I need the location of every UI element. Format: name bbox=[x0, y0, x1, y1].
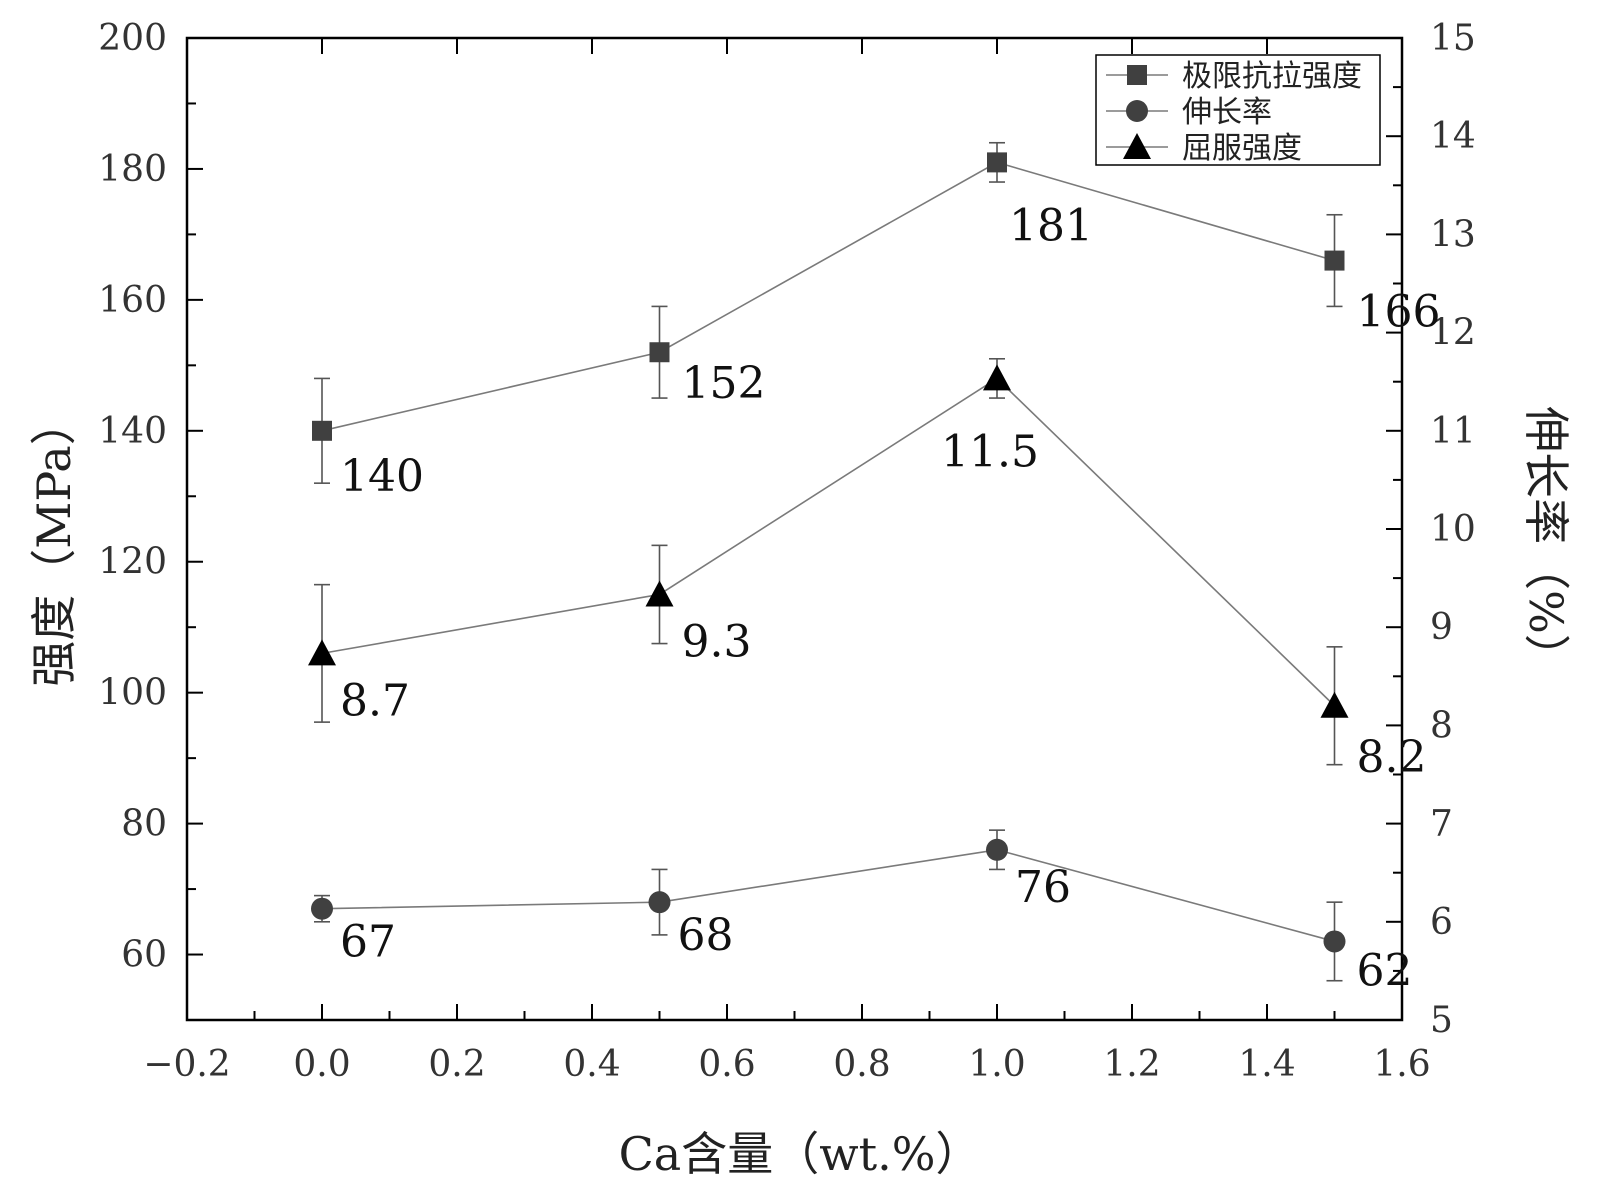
y2-tick-label: 8 bbox=[1430, 705, 1453, 746]
data-point bbox=[308, 639, 336, 666]
x-tick-label: 1.0 bbox=[968, 1044, 1025, 1085]
y2-tick-label: 9 bbox=[1430, 607, 1453, 648]
y2-tick-label: 15 bbox=[1430, 18, 1476, 59]
data-label: 166 bbox=[1357, 287, 1441, 338]
y-tick-label: 60 bbox=[121, 935, 167, 976]
y-tick-label: 120 bbox=[98, 542, 167, 583]
y-tick-label: 140 bbox=[98, 411, 167, 452]
x-axis-title: Ca含量（wt.%） bbox=[619, 1127, 982, 1181]
y-tick-label: 180 bbox=[98, 149, 167, 190]
y2-tick-label: 7 bbox=[1430, 804, 1453, 845]
series-line bbox=[321, 161, 1335, 432]
series bbox=[308, 141, 1349, 982]
data-point bbox=[1320, 691, 1349, 718]
y-tick-label: 100 bbox=[98, 673, 167, 714]
y-tick-label: 160 bbox=[98, 280, 167, 321]
data-point bbox=[649, 342, 670, 363]
data-point bbox=[312, 420, 332, 441]
data-point bbox=[1323, 930, 1346, 953]
y2-tick-label: 11 bbox=[1430, 411, 1476, 452]
ticks: −0.2 0.0 0.2 0.4 0.6 0.8 1.0 1.2 1.4 1.6 60 80 100 12… bbox=[98, 18, 1476, 1085]
data-point bbox=[986, 838, 1008, 861]
data-point bbox=[645, 580, 674, 607]
y2-tick-label: 6 bbox=[1430, 902, 1453, 943]
y-axis-title: 强度（MPa） bbox=[27, 399, 81, 686]
data-point bbox=[311, 897, 333, 920]
series-line bbox=[321, 377, 1336, 707]
y2-tick-label: 12 bbox=[1430, 313, 1476, 354]
data-point bbox=[648, 891, 671, 914]
data-label: 8.7 bbox=[340, 675, 410, 726]
x-tick-label: 1.6 bbox=[1373, 1044, 1430, 1085]
data-point bbox=[983, 364, 1011, 391]
data-point bbox=[1324, 250, 1345, 271]
y2-axis-title: 伸长率（%） bbox=[1519, 406, 1573, 680]
legend-marker bbox=[1123, 133, 1151, 159]
legend-label: 伸长率 bbox=[1182, 95, 1272, 130]
legend-label: 极限抗拉强度 bbox=[1182, 59, 1362, 94]
data-label: 152 bbox=[682, 358, 766, 409]
data-label: 11.5 bbox=[941, 426, 1039, 477]
data-label: 68 bbox=[678, 910, 734, 961]
x-tick-label: 1.2 bbox=[1103, 1044, 1160, 1085]
y-tick-label: 80 bbox=[121, 804, 167, 845]
data-label: 9.3 bbox=[682, 616, 752, 667]
legend-marker bbox=[1127, 65, 1147, 85]
y2-tick-label: 10 bbox=[1430, 509, 1476, 550]
plot-frame bbox=[185, 36, 1404, 1022]
legend-marker bbox=[1126, 100, 1148, 122]
data-label: 76 bbox=[1015, 862, 1071, 913]
x-tick-label: 0.0 bbox=[293, 1044, 350, 1085]
data-label: 140 bbox=[340, 451, 424, 502]
y2-tick-label: 5 bbox=[1430, 1000, 1453, 1041]
x-tick-label: 1.4 bbox=[1238, 1044, 1295, 1085]
x-tick-label: 0.2 bbox=[428, 1044, 485, 1085]
series-line bbox=[321, 848, 1335, 943]
data-label: 8.2 bbox=[1357, 732, 1427, 783]
data-labels: 140 152 181 166 67 68 76 62 8.7 9.3 11.5 8.2 bbox=[340, 200, 1440, 996]
y2-tick-label: 13 bbox=[1430, 214, 1476, 255]
data-label: 181 bbox=[1009, 200, 1093, 251]
x-tick-label: −0.2 bbox=[143, 1044, 230, 1085]
legend-label: 屈服强度 bbox=[1182, 131, 1302, 166]
y2-tick-label: 14 bbox=[1430, 116, 1476, 157]
y-tick-label: 200 bbox=[98, 18, 167, 59]
x-tick-label: 0.4 bbox=[563, 1044, 620, 1085]
axes bbox=[185, 36, 1404, 1022]
x-tick-label: 0.6 bbox=[698, 1044, 755, 1085]
data-label: 67 bbox=[340, 917, 396, 968]
data-label: 62 bbox=[1357, 945, 1413, 996]
data-point bbox=[987, 152, 1007, 173]
x-tick-label: 0.8 bbox=[833, 1044, 890, 1085]
